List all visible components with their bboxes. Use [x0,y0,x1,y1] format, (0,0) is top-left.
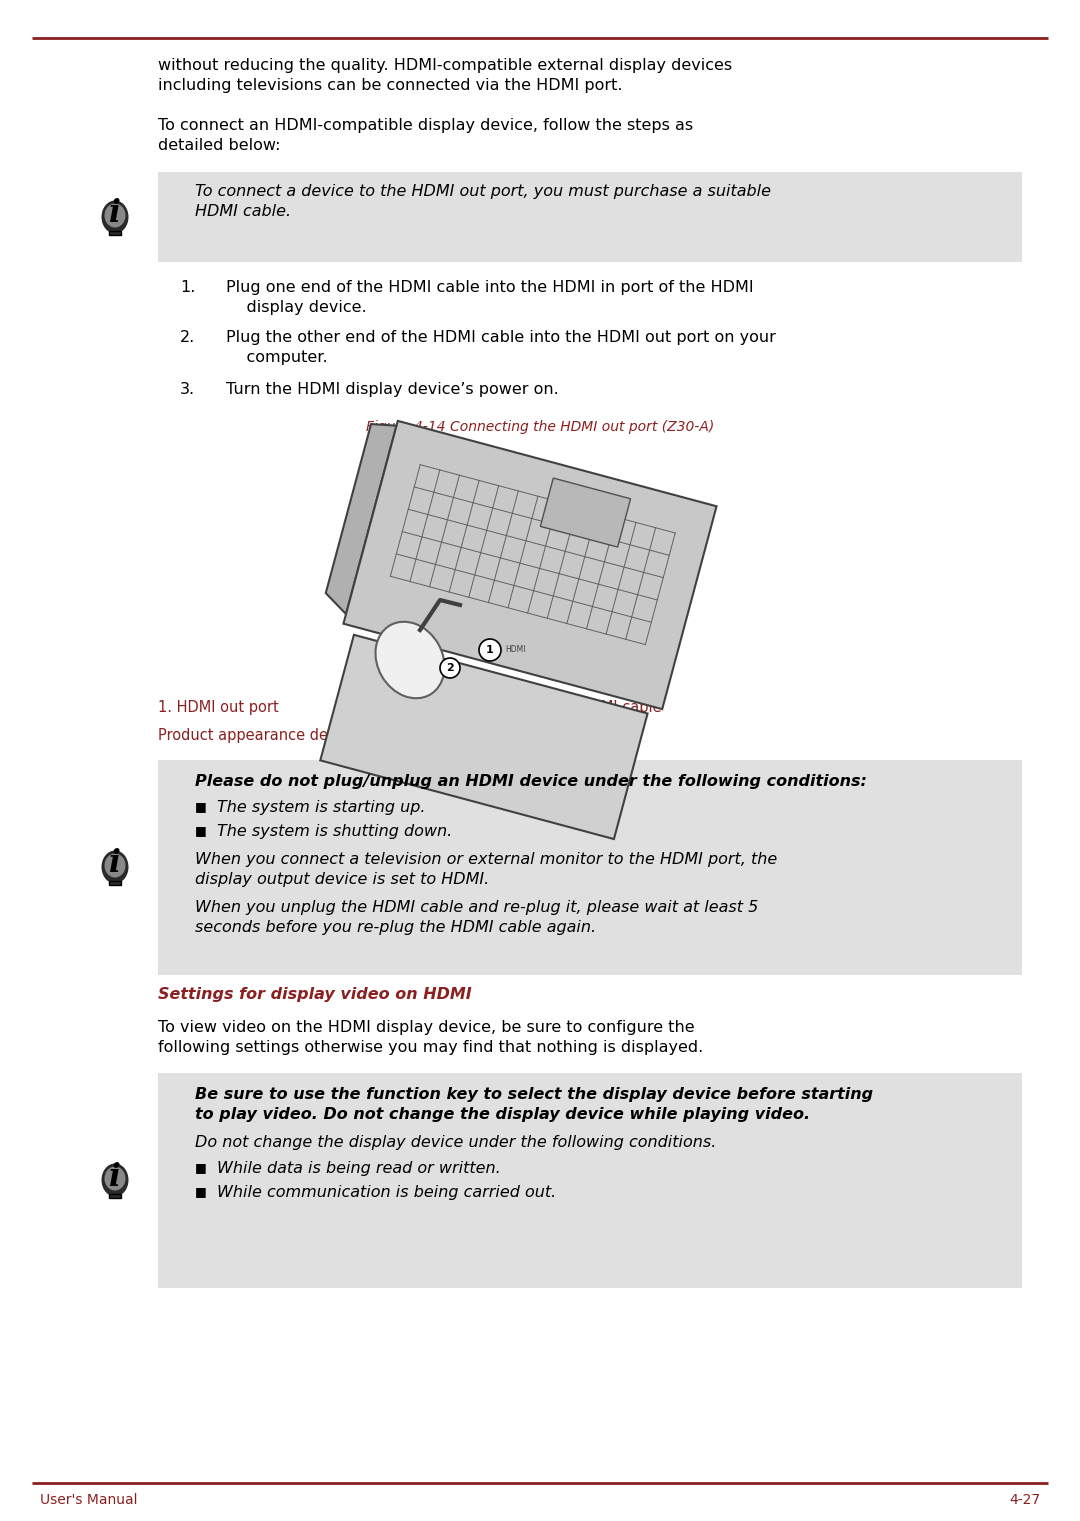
Ellipse shape [102,201,129,234]
Text: 2: 2 [446,663,454,672]
Text: HDMI: HDMI [505,645,526,654]
Text: 3.: 3. [180,382,195,397]
Text: 1.: 1. [180,280,195,295]
Text: When you unplug the HDMI cable and re-plug it, please wait at least 5
seconds be: When you unplug the HDMI cable and re-pl… [195,900,758,935]
Text: ■: ■ [195,800,206,814]
Text: 2. HDMI cable: 2. HDMI cable [561,700,662,715]
Text: without reducing the quality. HDMI-compatible external display devices
including: without reducing the quality. HDMI-compa… [158,58,732,93]
FancyBboxPatch shape [109,231,121,236]
Ellipse shape [105,853,125,878]
Text: 2.: 2. [180,330,195,345]
FancyBboxPatch shape [158,760,1022,975]
Text: 1. HDMI out port: 1. HDMI out port [158,700,279,715]
Text: Please do not plug/unplug an HDMI device under the following conditions:: Please do not plug/unplug an HDMI device… [195,774,867,789]
Text: Settings for display video on HDMI: Settings for display video on HDMI [158,987,472,1002]
Text: To connect a device to the HDMI out port, you must purchase a suitable
HDMI cabl: To connect a device to the HDMI out port… [195,184,771,219]
Polygon shape [540,478,631,548]
Text: To connect an HDMI-compatible display device, follow the steps as
detailed below: To connect an HDMI-compatible display de… [158,119,693,152]
Polygon shape [321,634,648,840]
Text: Product appearance depends on the model you purchased.: Product appearance depends on the model … [158,729,592,742]
Text: Do not change the display device under the following conditions.: Do not change the display device under t… [195,1135,716,1150]
Circle shape [480,639,501,662]
Text: When you connect a television or external monitor to the HDMI port, the
display : When you connect a television or externa… [195,852,778,887]
FancyBboxPatch shape [109,1194,121,1199]
Text: ■: ■ [195,1185,206,1199]
Text: While data is being read or written.: While data is being read or written. [217,1161,501,1176]
Text: i: i [109,199,121,230]
FancyBboxPatch shape [109,881,121,885]
Text: Turn the HDMI display device’s power on.: Turn the HDMI display device’s power on. [226,382,558,397]
Text: Plug the other end of the HDMI cable into the HDMI out port on your
    computer: Plug the other end of the HDMI cable int… [226,330,775,365]
FancyBboxPatch shape [158,172,1022,262]
Text: The system is shutting down.: The system is shutting down. [217,824,453,840]
Text: To view video on the HDMI display device, be sure to configure the
following set: To view video on the HDMI display device… [158,1021,703,1054]
Text: ■: ■ [195,824,206,837]
Ellipse shape [376,622,445,698]
Circle shape [440,659,460,678]
Text: Figure 4-14 Connecting the HDMI out port (Z30-A): Figure 4-14 Connecting the HDMI out port… [366,420,714,433]
Ellipse shape [105,1167,125,1191]
Ellipse shape [102,850,129,884]
FancyBboxPatch shape [158,1072,1022,1288]
Text: Be sure to use the function key to select the display device before starting
to : Be sure to use the function key to selec… [195,1088,873,1122]
Text: i: i [109,1162,121,1192]
Text: User's Manual: User's Manual [40,1494,137,1507]
Text: Plug one end of the HDMI cable into the HDMI in port of the HDMI
    display dev: Plug one end of the HDMI cable into the … [226,280,754,315]
Polygon shape [326,424,396,614]
Text: ■: ■ [195,1161,206,1174]
Text: While communication is being carried out.: While communication is being carried out… [217,1185,556,1200]
Text: i: i [109,849,121,879]
Ellipse shape [102,1164,129,1197]
Ellipse shape [105,204,125,228]
Text: The system is starting up.: The system is starting up. [217,800,426,815]
Text: 4-27: 4-27 [1009,1494,1040,1507]
Polygon shape [343,421,716,709]
Text: 1: 1 [486,645,494,656]
